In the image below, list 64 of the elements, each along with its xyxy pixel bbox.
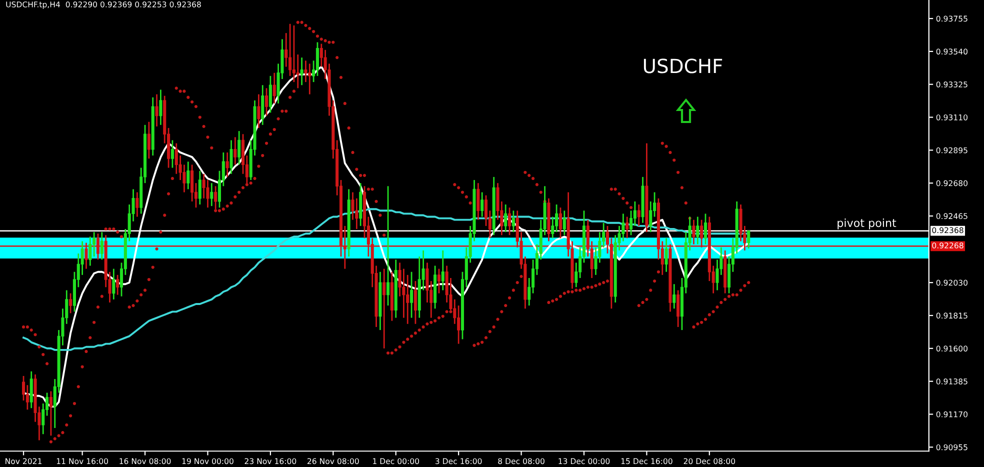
candlestick — [272, 72, 276, 104]
candlestick — [386, 185, 390, 306]
candlestick — [49, 390, 52, 436]
candlestick — [562, 210, 566, 236]
candlestick — [637, 204, 640, 227]
candlestick — [296, 54, 300, 89]
candlestick — [441, 250, 444, 291]
candlestick — [382, 268, 386, 350]
candlestick — [316, 42, 319, 77]
candlestick — [480, 192, 484, 218]
candlestick — [84, 242, 88, 270]
candlestick — [676, 290, 680, 328]
candlestick — [238, 130, 241, 166]
candlestick — [264, 87, 268, 116]
candlestick — [268, 75, 272, 114]
candlestick — [304, 60, 308, 83]
candlestick — [30, 370, 33, 409]
annotation: USDCHF — [644, 58, 722, 74]
candlestick — [551, 216, 554, 239]
candlestick — [664, 237, 668, 273]
candlestick — [69, 292, 72, 314]
candlestick — [226, 152, 229, 178]
candlestick — [261, 84, 264, 126]
candlestick — [230, 140, 233, 175]
band-label: pivot point — [838, 218, 896, 230]
candlestick — [288, 23, 292, 77]
candlestick — [476, 182, 480, 221]
candlestick — [159, 89, 162, 126]
candlestick — [504, 204, 508, 233]
candlestick — [190, 164, 194, 202]
candlestick — [186, 160, 190, 190]
candlestick — [700, 219, 704, 248]
candlestick — [508, 206, 512, 236]
candlestick — [308, 62, 312, 95]
candlestick — [692, 219, 696, 246]
candlestick — [626, 216, 629, 239]
candlestick — [112, 268, 116, 300]
candlestick — [155, 94, 158, 128]
candlestick — [100, 231, 104, 260]
candlestick — [257, 94, 260, 129]
candlestick — [284, 32, 288, 68]
candlestick — [649, 200, 652, 233]
candlestick — [116, 274, 120, 296]
candlestick — [747, 230, 750, 250]
candlestick — [300, 56, 304, 86]
candlestick — [136, 192, 139, 218]
candlestick — [512, 210, 515, 233]
candlestick — [704, 213, 708, 246]
candlestick — [198, 170, 202, 206]
candlestick — [96, 232, 100, 260]
candlestick — [147, 121, 150, 160]
candlestick — [696, 216, 700, 246]
candlestick — [672, 283, 676, 310]
candlestick — [26, 384, 29, 410]
candlestick — [234, 136, 237, 166]
candlestick — [410, 271, 414, 318]
candlestick — [437, 268, 440, 294]
candlestick — [414, 280, 417, 325]
candlestick — [80, 240, 84, 276]
candlestick — [210, 182, 214, 207]
candlestick — [426, 262, 429, 304]
candlestick — [558, 206, 562, 239]
candlestick — [88, 236, 92, 266]
candlestick — [170, 140, 174, 168]
